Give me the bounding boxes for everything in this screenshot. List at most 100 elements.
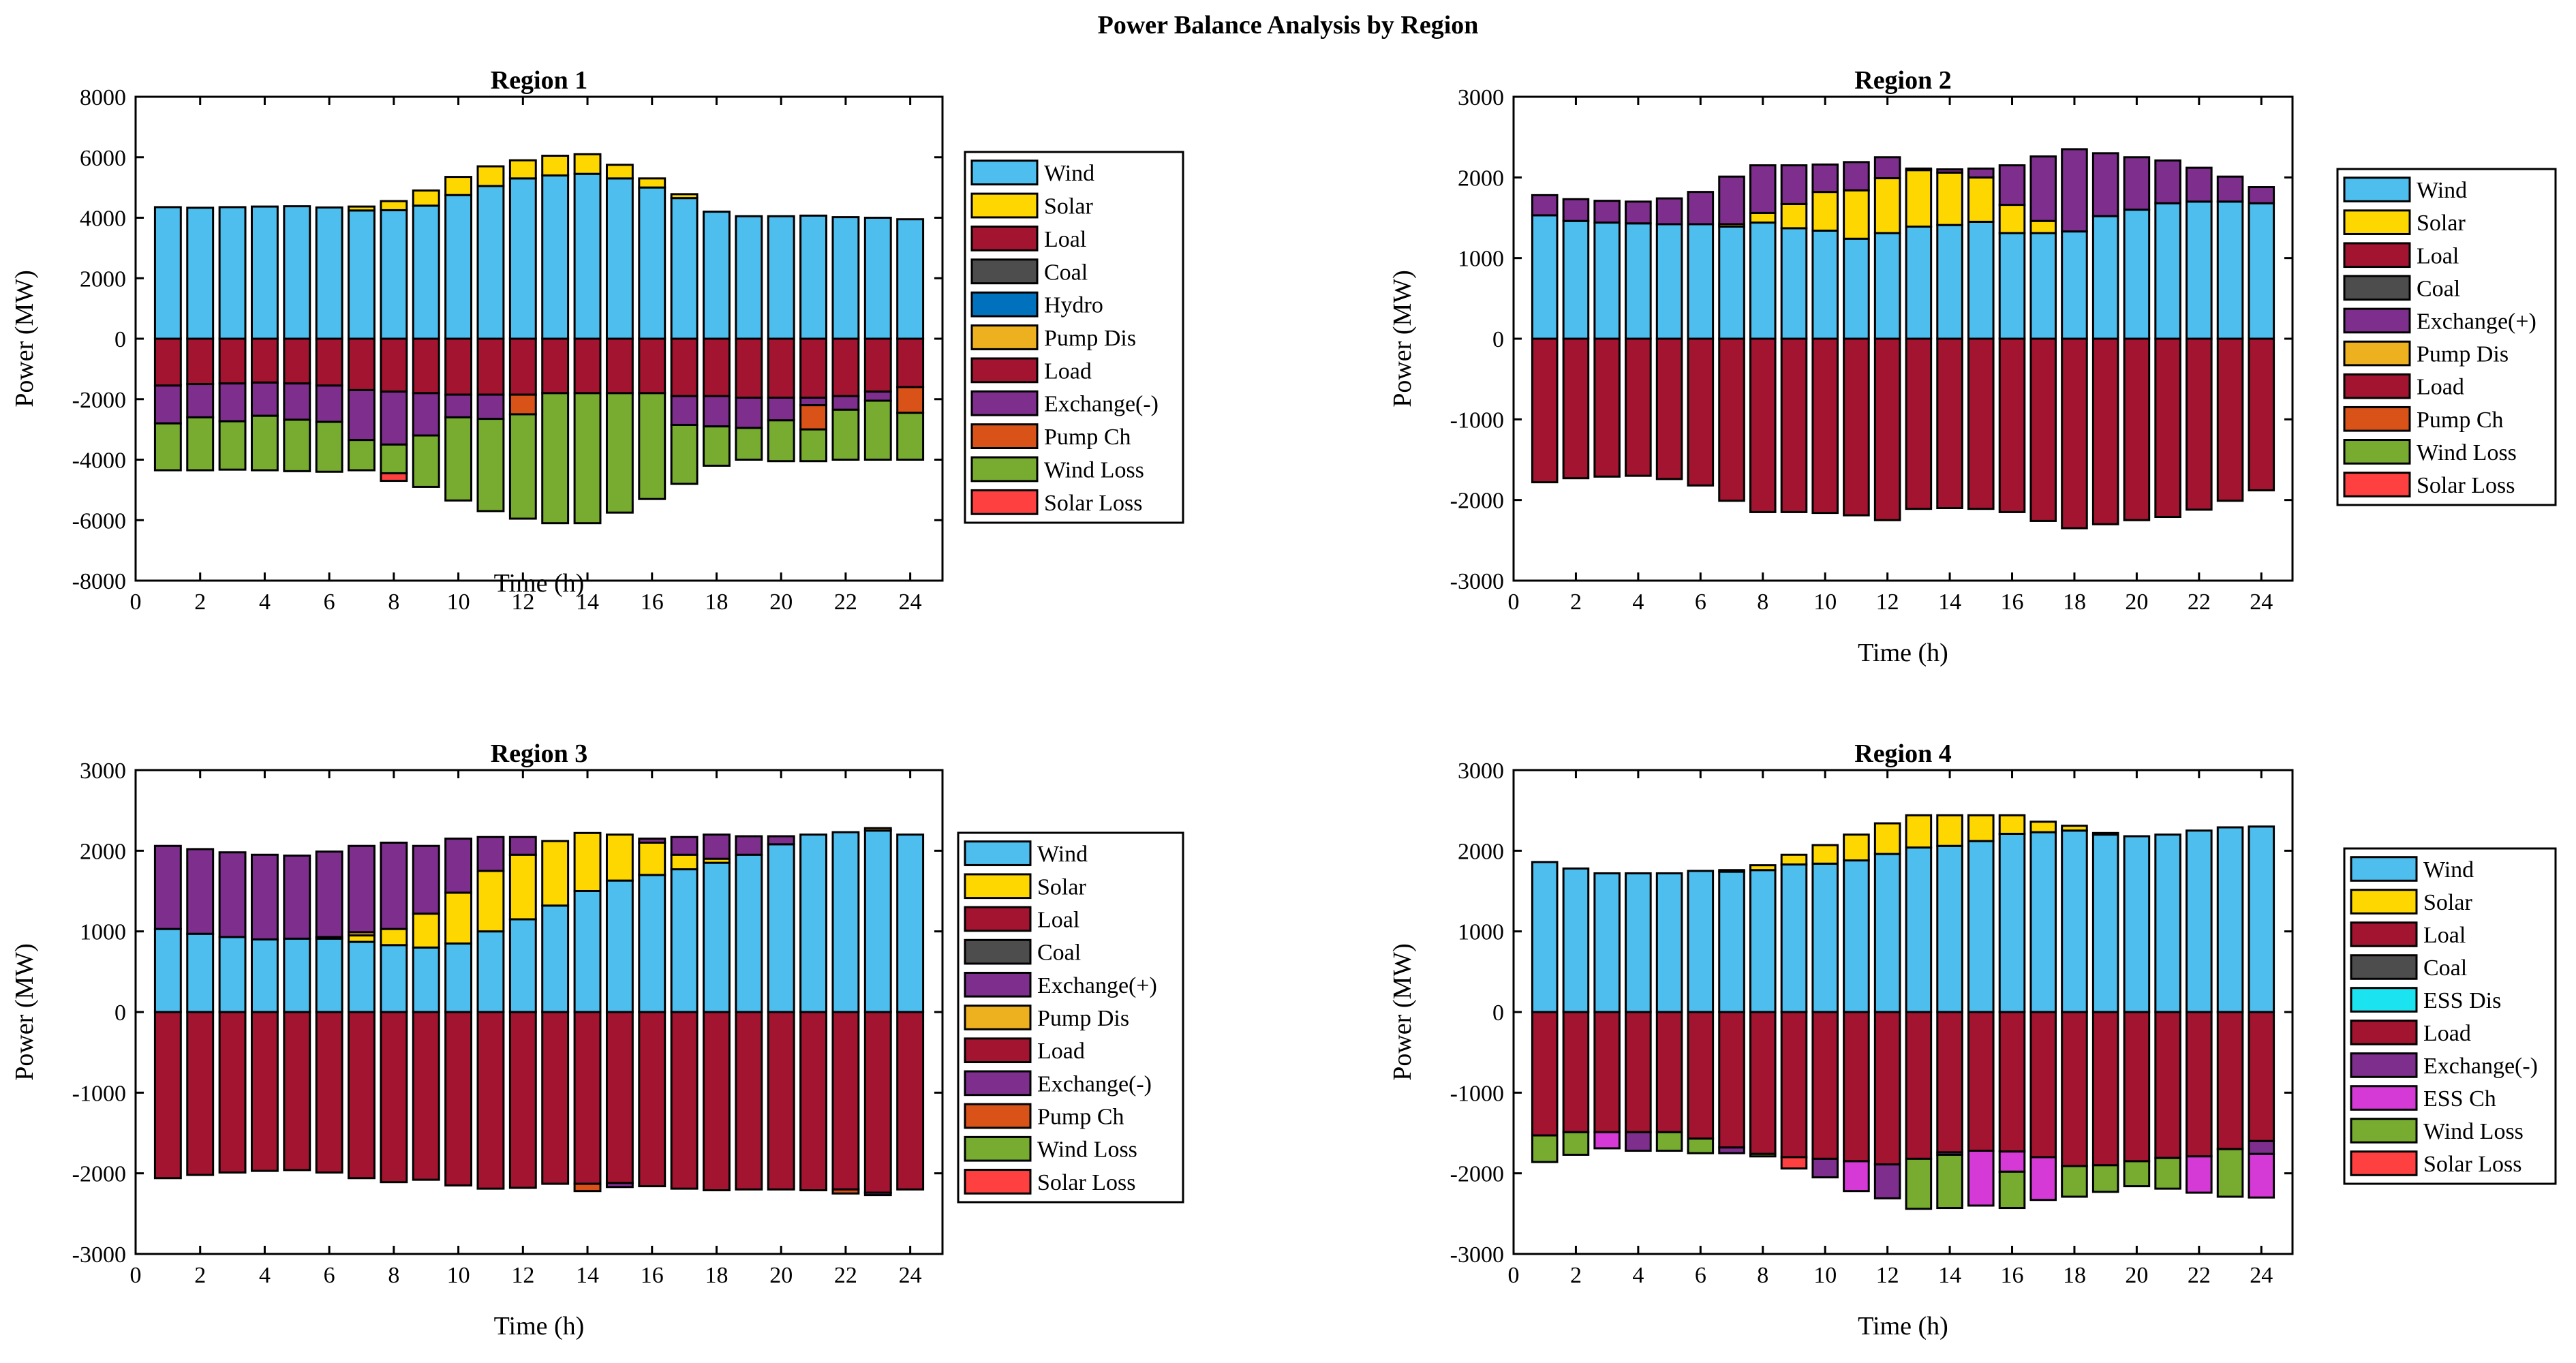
chart-region-4: 0 2 4 6 8 10 12 14 16 18 20 22 24-3000-2000-10000100… (1388, 739, 2557, 1341)
bar-load-h19 (735, 1011, 763, 1191)
bar-wind-h21 (2154, 202, 2181, 340)
bar-load-h6 (315, 1011, 343, 1174)
bar-exchange--h5 (283, 854, 311, 940)
bar-exchange--h7 (348, 388, 375, 442)
bar-exchange--h7 (1718, 175, 1745, 226)
x-tick-label: 8 (388, 589, 399, 615)
bar-wind-h20 (2123, 835, 2151, 1013)
bar-load-h14 (573, 1011, 602, 1185)
bar-load-h14 (1936, 337, 1963, 509)
bar-wind-h19 (735, 215, 763, 340)
y-tick-label: -2000 (1450, 1162, 1504, 1187)
legend: Wind Solar Loal Coal Exchange(+) Pump Dis Load… (2336, 168, 2557, 506)
bar-exchange--h1 (153, 844, 182, 930)
x-tick-label: 10 (447, 589, 470, 615)
bar-solar-h10 (1811, 191, 1839, 232)
bar-load-h21 (799, 1011, 828, 1192)
x-tick-label: 12 (511, 1263, 534, 1288)
bar-wind-h18 (703, 861, 731, 1013)
bar-load-h13 (1905, 337, 1933, 510)
bar-wind-loss-h18 (703, 425, 731, 467)
bar-wind-loss-h4 (250, 414, 279, 472)
x-tick-label: 2 (194, 1263, 206, 1288)
bar-load-h9 (1780, 1011, 1808, 1159)
x-tick-label: 24 (2250, 1263, 2273, 1288)
bar-load-h22 (831, 1011, 860, 1191)
x-axis-label: Time (h) (1858, 639, 1948, 667)
bar-wind-loss-h21 (799, 428, 828, 463)
y-tick-label: 6000 (80, 146, 126, 171)
bar-wind-h23 (2216, 826, 2244, 1013)
bar-exchange--h19 (2091, 152, 2119, 217)
x-axis-label: Time (h) (1858, 1312, 1948, 1341)
legend-label: Solar Loss (2417, 473, 2515, 498)
x-tick-label: 16 (2001, 589, 2024, 615)
bar-wind-h13 (1905, 846, 1933, 1013)
x-tick-label: 24 (2250, 589, 2273, 615)
bar-solar-h12 (508, 159, 537, 180)
legend-label: Solar (2417, 211, 2466, 236)
bar-load-h1 (153, 337, 182, 387)
bar-wind-h8 (1749, 869, 1777, 1013)
y-tick-label: -4000 (72, 448, 126, 474)
legend-swatch-pump-dis (970, 324, 1039, 350)
bar-solar-h9 (412, 913, 440, 949)
bar-solar-h9 (1780, 853, 1808, 866)
bar-wind-loss-h22 (831, 408, 860, 461)
x-tick-label: 18 (2063, 589, 2086, 615)
bar-exchange--h15 (605, 1182, 634, 1189)
bar-load-h15 (1967, 337, 1995, 510)
bar-exchange--h12 (1873, 156, 1901, 180)
bar-wind-h7 (1718, 226, 1745, 340)
bar-wind-h20 (767, 843, 795, 1013)
bar-exchange--h19 (735, 835, 763, 856)
y-tick-label: 2000 (1458, 166, 1504, 191)
bar-wind-h22 (831, 216, 860, 340)
x-tick-label: 4 (259, 589, 271, 615)
bar-load-h10 (444, 337, 473, 396)
bar-load-h17 (670, 1011, 699, 1190)
bar-exchange--h4 (1625, 1131, 1652, 1152)
y-tick-label: 0 (1492, 327, 1504, 352)
bar-wind-h3 (1593, 221, 1621, 340)
x-tick-label: 10 (447, 1263, 470, 1288)
bar-exchange--h14 (1936, 168, 1963, 174)
legend-label: Wind Loss (2417, 440, 2517, 465)
x-tick-label: 20 (2125, 1263, 2148, 1288)
legend-label: Load (1037, 1039, 1085, 1064)
bar-solar-h13 (541, 840, 570, 907)
bar-wind-loss-h12 (508, 413, 537, 520)
bar-exchange--h4 (250, 381, 279, 417)
bar-solar-h17 (2029, 821, 2057, 833)
bar-exchange--h6 (315, 384, 343, 423)
x-tick-label: 16 (641, 589, 664, 615)
bar-load-h23 (2216, 337, 2244, 502)
bar-wind-loss-h15 (605, 392, 634, 514)
bar-exchange--h8 (380, 842, 408, 930)
x-tick-label: 16 (2001, 1263, 2024, 1288)
bar-load-h12 (508, 1011, 537, 1189)
bar-wind-loss-h2 (186, 416, 215, 472)
legend-swatch-loal (2350, 921, 2418, 947)
legend-label: Solar Loss (1044, 491, 1143, 516)
bar-load-h20 (2123, 337, 2151, 521)
legend-swatch-pump-ch (2343, 405, 2411, 432)
y-tick-label: 2000 (80, 839, 126, 864)
bar-load-h2 (1562, 1011, 1590, 1133)
bar-load-h12 (508, 337, 537, 396)
y-axis-label: Power (MW) (10, 943, 39, 1081)
bar-load-h7 (348, 1011, 375, 1180)
legend-label: Exchange(-) (1037, 1071, 1152, 1097)
x-tick-label: 18 (2063, 1263, 2086, 1288)
bar-exchange--h17 (670, 395, 699, 426)
y-tick-label: -2000 (72, 388, 126, 413)
bar-exchange--h18 (2061, 148, 2088, 233)
bar-load-h13 (541, 337, 570, 395)
bar-wind-loss-h8 (1749, 1152, 1777, 1158)
bar-load-h6 (1687, 337, 1715, 487)
bar-wind-h15 (1967, 220, 1995, 340)
bar-wind-loss-h13 (1905, 1157, 1933, 1210)
bar-exchange--h24 (2248, 186, 2275, 204)
bar-load-h21 (2154, 1011, 2181, 1159)
bar-solar-h15 (1967, 814, 1995, 842)
